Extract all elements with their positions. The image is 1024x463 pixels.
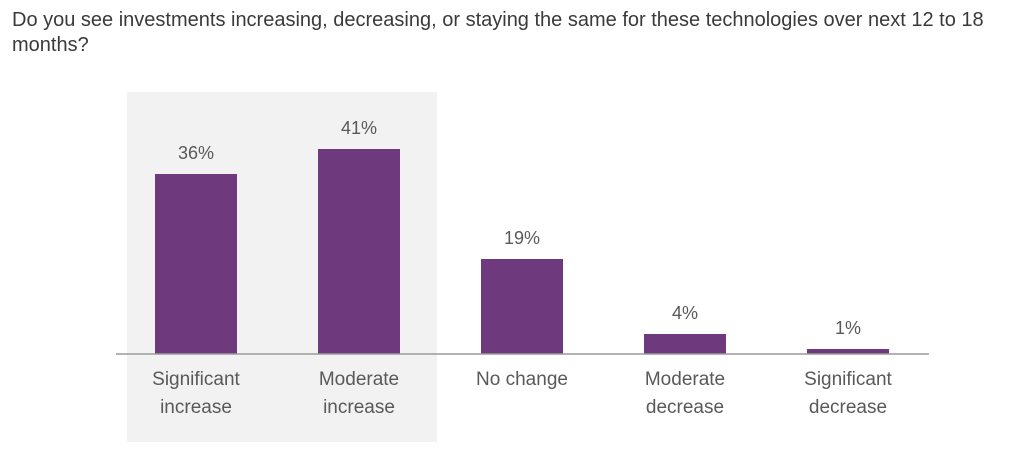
- category-label-no-change: No change: [476, 369, 568, 390]
- value-label-significant-decrease: 1%: [835, 318, 861, 338]
- value-label-moderate-increase: 41%: [341, 118, 377, 138]
- category-label-moderate-increase-line1: Moderate: [319, 369, 399, 390]
- category-label-moderate-decrease-line2: decrease: [646, 397, 724, 418]
- chart-question-title: Do you see investments increasing, decre…: [12, 9, 984, 56]
- category-label-significant-increase-line2: increase: [160, 397, 232, 418]
- value-label-moderate-decrease: 4%: [672, 303, 698, 323]
- bar-moderate-decrease: [644, 334, 726, 354]
- category-label-moderate-decrease-line1: Moderate: [645, 369, 725, 390]
- category-label-significant-increase-line1: Significant: [152, 369, 240, 390]
- value-label-no-change: 19%: [504, 228, 540, 248]
- category-label-moderate-increase-line2: increase: [323, 397, 395, 418]
- bar-no-change: [481, 259, 563, 354]
- value-label-significant-increase: 36%: [178, 143, 214, 163]
- bar-moderate-increase: [318, 149, 400, 354]
- category-label-significant-decrease-line1: Significant: [804, 369, 892, 390]
- category-label-significant-decrease-line2: decrease: [809, 397, 887, 418]
- bar-significant-decrease: [807, 349, 889, 354]
- bar-significant-increase: [155, 174, 237, 354]
